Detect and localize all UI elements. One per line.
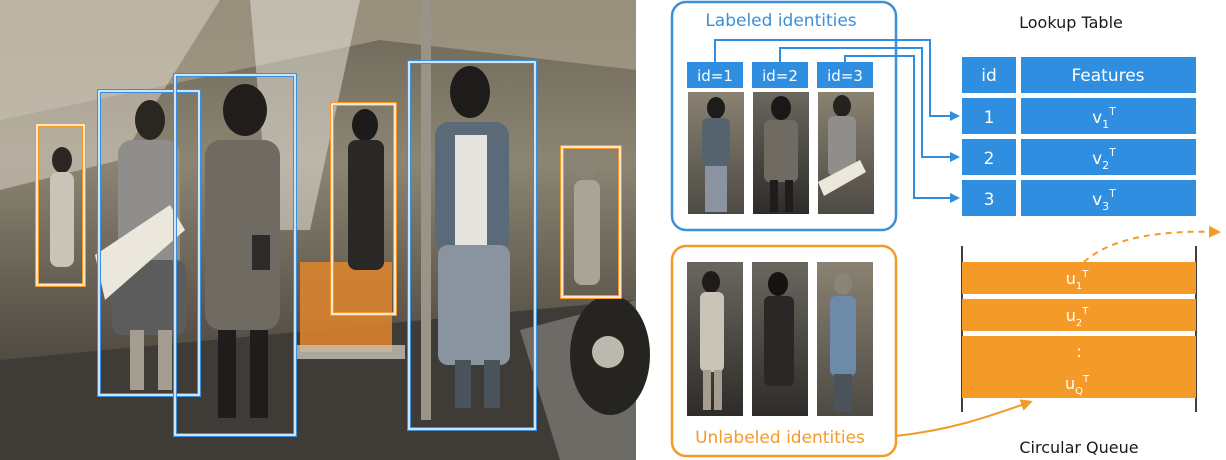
labeled-identities-panel: Labeled identities id=1 id=2 id=3 — [670, 0, 898, 232]
unlabeled-crop-2 — [752, 262, 808, 416]
labeled-crop-1 — [688, 92, 744, 214]
lookup-row-3-feature: v3T — [1092, 187, 1116, 213]
labeled-identities-title: Labeled identities — [705, 11, 856, 31]
lookup-row-2-feature: v2T — [1092, 146, 1116, 172]
circular-queue-title: Circular Queue — [1019, 438, 1138, 457]
labeled-crop-3 — [818, 92, 874, 214]
circular-queue: u1T u2T : uQT Circular Queue — [961, 246, 1197, 457]
unlabeled-identities-panel: Unlabeled identities — [670, 244, 898, 458]
unlabeled-crop-1 — [687, 262, 743, 416]
lookup-header-id-cell — [962, 57, 1016, 93]
lookup-row-1-feature-cell — [1021, 98, 1196, 134]
id-tag-3 — [817, 62, 873, 88]
id-to-table-arrows — [714, 39, 960, 203]
queue-row-1 — [962, 262, 1196, 294]
queue-row-ellipsis — [962, 336, 1196, 366]
unlabeled-identities-title: Unlabeled identities — [695, 428, 865, 448]
id-tag-3-label: id=3 — [827, 67, 863, 85]
lookup-row-3-id-cell — [962, 180, 1016, 216]
queue-row-ellipsis-text: : — [1076, 342, 1081, 361]
queue-row-1-feature: u1T — [1066, 269, 1090, 292]
unlabeled-detection-box — [36, 124, 85, 286]
person-silhouette — [574, 156, 600, 285]
lookup-row-1-id: 1 — [984, 108, 995, 128]
lookup-row-1-feature: v1T — [1092, 105, 1116, 131]
detection-boxes — [35, 60, 622, 437]
arrow-queue-pop — [1083, 225, 1221, 263]
queue-row-2 — [962, 299, 1196, 331]
lookup-header-features: Features — [1071, 66, 1144, 86]
person-silhouette — [205, 84, 280, 418]
labeled-detection-box — [408, 61, 536, 430]
unlabeled-detection-box — [561, 146, 621, 298]
labeled-crop-2 — [753, 92, 809, 214]
scene-photo — [0, 0, 650, 460]
person-silhouette — [95, 100, 186, 390]
unlabeled-detection-box — [331, 103, 396, 315]
lookup-header-features-cell — [1021, 57, 1196, 93]
lookup-table-title: Lookup Table — [1019, 13, 1123, 32]
lookup-row-3-feature-cell — [1021, 180, 1196, 216]
queue-row-2-feature: u2T — [1066, 306, 1090, 329]
lookup-table: Lookup Table id Features 1 v1T 2 v2T 3 v… — [962, 13, 1196, 216]
lookup-row-2-feature-cell — [1021, 139, 1196, 175]
labeled-detection-box — [174, 74, 296, 436]
queue-row-last — [962, 366, 1196, 398]
lookup-row-2-id-cell — [962, 139, 1016, 175]
arrow-id1-to-row1 — [714, 39, 960, 121]
id-tag-1 — [687, 62, 743, 88]
person-silhouette — [348, 109, 384, 270]
arrow-id2-to-row2 — [779, 47, 960, 162]
person-silhouette — [435, 66, 510, 408]
unlabeled-crop-3 — [817, 262, 873, 416]
arrow-id3-to-row3 — [844, 55, 960, 203]
lookup-row-2-id: 2 — [984, 149, 995, 169]
person-silhouette — [50, 147, 74, 267]
queue-row-last-feature: uQT — [1065, 374, 1090, 397]
id-tag-2 — [752, 62, 808, 88]
id-tag-2-label: id=2 — [762, 67, 798, 85]
id-tag-1-label: id=1 — [697, 67, 733, 85]
labeled-detection-box — [98, 90, 200, 396]
lookup-header-id: id — [981, 66, 997, 86]
arrow-unlabeled-to-queue — [895, 399, 1033, 437]
lookup-row-1-id-cell — [962, 98, 1016, 134]
lookup-row-3-id: 3 — [984, 190, 995, 210]
